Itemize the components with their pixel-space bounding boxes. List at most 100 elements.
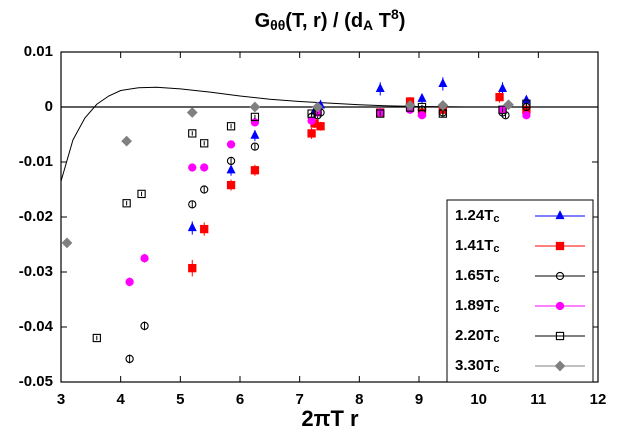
- data-point: [226, 164, 236, 174]
- title-part: ): [399, 10, 406, 32]
- y-tick-label: -0.04: [19, 318, 54, 335]
- data-point: [503, 99, 514, 111]
- legend-name: 1.65T: [455, 267, 493, 284]
- data-point: [417, 102, 427, 112]
- legend-name: 2.20T: [455, 327, 493, 344]
- data-point: [375, 83, 385, 92]
- data-point: [316, 122, 325, 131]
- legend-label: 1.89Tc: [455, 297, 499, 315]
- data-point: [522, 99, 531, 108]
- x-tick-label: 5: [176, 391, 184, 408]
- legend-subscript: c: [493, 273, 499, 285]
- data-point: [200, 224, 209, 234]
- x-tick-label: 3: [57, 391, 65, 408]
- data-point: [61, 237, 73, 249]
- legend-subscript: c: [493, 363, 499, 375]
- legend-marker: [555, 241, 565, 251]
- y-tick-label: 0: [45, 98, 53, 115]
- data-point: [307, 129, 316, 138]
- data-point: [376, 109, 385, 118]
- data-point: [226, 122, 236, 131]
- data-point: [498, 105, 507, 114]
- data-point: [188, 163, 197, 172]
- legend-marker: [555, 301, 565, 311]
- data-point: [250, 118, 260, 127]
- data-point: [417, 111, 427, 120]
- legend-label: 1.41Tc: [455, 237, 499, 255]
- x-tick-label: 12: [590, 391, 607, 408]
- title-part: A: [363, 17, 373, 33]
- data-point: [186, 107, 198, 118]
- legend-name: 3.30T: [455, 357, 493, 374]
- data-point: [312, 101, 323, 113]
- legend-marker: [554, 360, 566, 372]
- y-tick-label: 0.01: [24, 43, 53, 60]
- x-tick-label: 10: [470, 391, 487, 408]
- data-point: [307, 116, 316, 125]
- title-part: T: [373, 10, 391, 32]
- data-point: [250, 112, 260, 122]
- data-point: [522, 111, 531, 120]
- x-tick-label: 8: [355, 391, 363, 408]
- legend-box: [446, 199, 594, 383]
- title-part: (T, r) / (d: [285, 10, 363, 32]
- legend-label: 1.24Tc: [455, 207, 499, 225]
- x-tick-label: 6: [236, 391, 244, 408]
- data-point: [226, 180, 236, 190]
- data-point: [250, 129, 260, 139]
- data-point: [140, 321, 149, 331]
- data-point: [250, 142, 260, 151]
- legend-marker: [555, 271, 565, 281]
- y-tick-label: -0.05: [19, 373, 53, 390]
- legend-subscript: c: [493, 243, 499, 255]
- data-point: [188, 263, 197, 273]
- curve: [61, 86, 467, 182]
- data-point: [498, 83, 508, 92]
- x-tick-label: 7: [295, 391, 303, 408]
- data-point: [140, 254, 149, 263]
- legend-name: 1.89T: [455, 297, 493, 314]
- data-point: [200, 185, 209, 194]
- y-tick-label: -0.02: [19, 208, 53, 225]
- plot-frame: [60, 51, 599, 383]
- x-tick-label: 11: [530, 391, 546, 408]
- data-point: [122, 199, 131, 208]
- y-tick-label: -0.01: [19, 153, 53, 170]
- data-point: [437, 99, 449, 111]
- legend-marker: [555, 331, 565, 341]
- chart-title: Gθθ(T, r) / (dA T8): [255, 6, 406, 32]
- data-point: [121, 135, 133, 147]
- data-point: [226, 156, 236, 166]
- data-point: [188, 200, 197, 209]
- title-part: 8: [391, 6, 399, 22]
- x-axis-label: 2πT r: [301, 406, 359, 431]
- legend-label: 1.65Tc: [455, 267, 499, 285]
- data-point: [125, 277, 134, 287]
- data-point: [438, 78, 448, 88]
- data-point: [200, 139, 209, 148]
- data-point: [188, 129, 197, 138]
- title-part: θθ: [270, 17, 285, 33]
- data-point: [125, 354, 134, 364]
- legend-marker: [555, 210, 565, 220]
- data-point: [200, 163, 209, 172]
- x-tick-label: 4: [116, 391, 125, 408]
- legend-label: 2.20Tc: [455, 327, 499, 345]
- legend-subscript: c: [493, 303, 499, 315]
- x-tick-label: 9: [415, 391, 423, 408]
- data-point: [92, 333, 101, 343]
- title-part: G: [255, 10, 271, 32]
- data-point: [404, 99, 416, 111]
- y-tick-label: -0.03: [19, 263, 53, 280]
- legend-subscript: c: [493, 333, 499, 345]
- data-point: [226, 140, 236, 149]
- legend-subscript: c: [493, 213, 499, 225]
- legend-name: 1.41T: [455, 237, 493, 254]
- data-point: [187, 222, 197, 232]
- data-point: [250, 166, 260, 175]
- data-point: [495, 92, 504, 102]
- data-point: [417, 92, 427, 102]
- data-point: [249, 101, 261, 113]
